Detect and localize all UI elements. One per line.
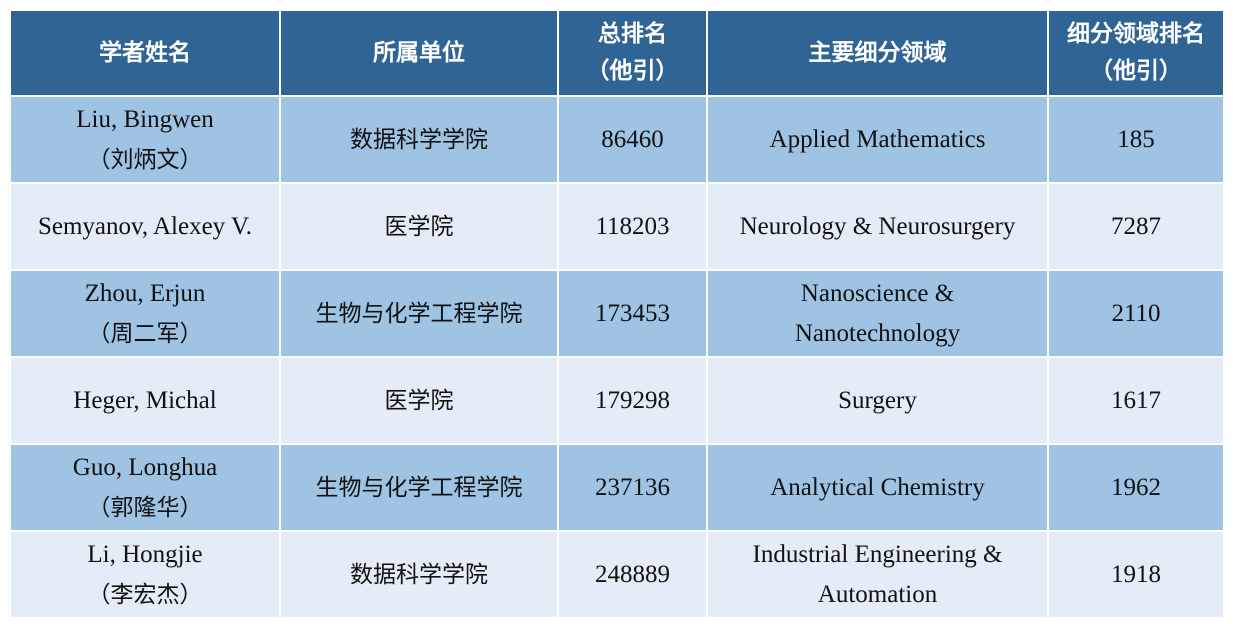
scholar-name-cn: （刘炳文） [87,146,203,173]
header-name-label: 学者姓名 [99,39,191,66]
cell-field: Applied Mathematics [706,95,1049,184]
table-row: Liu, Bingwen （刘炳文） 数据科学学院 86460 Applied Math… [9,95,1225,184]
cell-field-rank: 1617 [1047,356,1225,445]
cell-rank: 173453 [557,269,708,358]
cell-rank: 237136 [557,443,708,532]
cell-field-rank: 1962 [1047,443,1225,532]
cell-field-rank: 2110 [1047,269,1225,358]
header-field-rank: 细分领域排名 （他引） [1047,9,1225,97]
field-line-1: Applied Mathematics [769,125,986,153]
cell-rank: 179298 [557,356,708,445]
scholar-name: Semyanov, Alexey V. [37,212,253,240]
cell-name: Liu, Bingwen （刘炳文） [9,95,281,184]
scholar-name: Heger, Michal [73,386,217,414]
scholar-name-cn: （李宏杰） [87,581,203,608]
header-rank-sublabel: （他引） [586,58,679,84]
cell-field-rank: 185 [1047,95,1225,184]
cell-field-rank: 1918 [1047,530,1225,619]
field-line-1: Nanoscience & [800,279,955,307]
header-rank: 总排名 （他引） [557,9,708,97]
cell-rank: 118203 [557,182,708,271]
table-row: Semyanov, Alexey V. 医学院 118203 Neurology & … [9,182,1225,271]
field-line-2: Nanotechnology [794,319,961,347]
scholar-name: Li, Hongjie [87,540,203,568]
scholar-name: Zhou, Erjun [84,279,206,307]
scholar-name: Liu, Bingwen [76,105,214,133]
cell-name: Li, Hongjie （李宏杰） [9,530,281,619]
field-line-1: Neurology & Neurosurgery [739,212,1016,240]
cell-unit: 医学院 [279,356,559,445]
table-row: Heger, Michal 医学院 179298 Surgery 1617 [9,356,1225,445]
header-unit: 所属单位 [279,9,559,97]
field-line-1: Analytical Chemistry [770,473,985,501]
table-body: Liu, Bingwen （刘炳文） 数据科学学院 86460 Applied Math… [9,95,1225,619]
table-row: Guo, Longhua （郭隆华） 生物与化学工程学院 237136 Analytic… [9,443,1225,532]
cell-field: Neurology & Neurosurgery [706,182,1049,271]
cell-field: Surgery [706,356,1049,445]
cell-unit: 数据科学学院 [279,530,559,619]
cell-field: Analytical Chemistry [706,443,1049,532]
field-line-2: Automation [817,580,938,608]
header-row: 学者姓名 所属单位 总排名 （他引） 主要细分领域 细分领域排名 （他引） [9,9,1225,97]
header-field-label: 主要细分领域 [808,39,947,66]
header-field-rank-label: 细分领域排名 [1067,21,1205,47]
table-row: Li, Hongjie （李宏杰） 数据科学学院 248889 Industrial E… [9,530,1225,619]
cell-unit: 生物与化学工程学院 [279,443,559,532]
cell-field: Industrial Engineering & Automation [706,530,1049,619]
field-line-1: Surgery [838,386,917,414]
cell-rank: 86460 [557,95,708,184]
field-line-1: Industrial Engineering & [752,540,1003,568]
header-unit-label: 所属单位 [373,39,465,66]
header-name: 学者姓名 [9,9,281,97]
cell-unit: 数据科学学院 [279,95,559,184]
header-field-rank-sublabel: （他引） [1090,58,1182,84]
header-rank-label: 总排名 [598,21,667,47]
table-row: Zhou, Erjun （周二军） 生物与化学工程学院 173453 Nanoscien… [9,269,1225,358]
cell-name: Zhou, Erjun （周二军） [9,269,281,358]
cell-unit: 生物与化学工程学院 [279,269,559,358]
cell-field-rank: 7287 [1047,182,1225,271]
scholar-name-cn: （周二军） [87,320,203,347]
cell-unit: 医学院 [279,182,559,271]
cell-field: Nanoscience & Nanotechnology [706,269,1049,358]
scholar-name: Guo, Longhua [72,453,218,481]
cell-name: Guo, Longhua （郭隆华） [9,443,281,532]
scholar-ranking-table: 学者姓名 所属单位 总排名 （他引） 主要细分领域 细分领域排名 （他引） Liu,… [9,9,1225,619]
cell-name: Semyanov, Alexey V. [9,182,281,271]
cell-rank: 248889 [557,530,708,619]
cell-name: Heger, Michal [9,356,281,445]
scholar-name-cn: （郭隆华） [87,494,203,521]
header-field: 主要细分领域 [706,9,1049,97]
